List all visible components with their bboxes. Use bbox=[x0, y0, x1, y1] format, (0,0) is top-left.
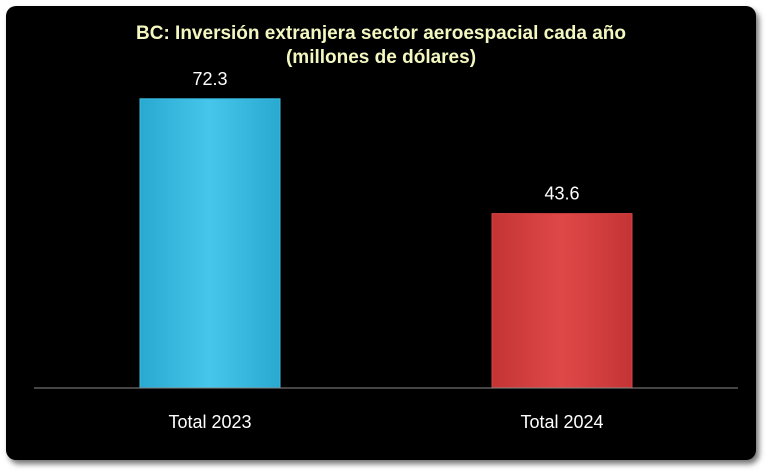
bar-chart: 72.3 Total 2023 43.6 Total 2024 bbox=[34, 69, 738, 432]
chart-frame: BC: Inversión extranjera sector aeroespa… bbox=[6, 6, 756, 460]
bar-1 bbox=[139, 98, 281, 389]
bar-2 bbox=[491, 213, 633, 389]
x-tick-label-1: Total 2023 bbox=[168, 412, 251, 432]
data-label-2: 43.6 bbox=[544, 184, 579, 204]
chart-title-line1: BC: Inversión extranjera sector aeroespa… bbox=[136, 23, 626, 44]
x-tick-label-2: Total 2024 bbox=[520, 412, 603, 432]
chart-title-line2: (millones de dólares) bbox=[285, 47, 477, 68]
chart-title: BC: Inversión extranjera sector aeroespa… bbox=[6, 22, 756, 70]
data-label-1: 72.3 bbox=[192, 69, 227, 89]
